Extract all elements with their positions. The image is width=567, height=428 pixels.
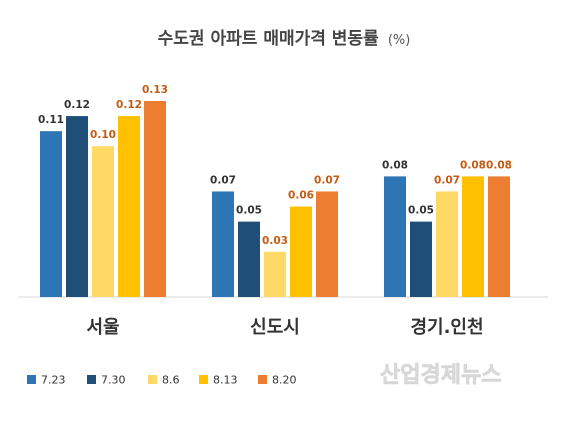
value-label-서울-7.30: 0.12 [64,99,90,111]
legend-swatch-8.13 [199,375,208,384]
chart-title-text: 수도권 아파트 매매가격 변동률 [158,29,379,49]
bar-신도시-7.23 [212,191,234,297]
bar-경기.인천-8.6 [436,191,458,297]
category-label-1: 신도시 [250,317,300,338]
bar-경기.인천-7.23 [384,176,406,297]
value-label-서울-8.20: 0.13 [142,84,168,96]
category-label-0: 서울 [86,317,119,338]
value-label-신도시-7.30: 0.05 [236,205,262,217]
value-label-서울-7.23: 0.11 [38,114,64,126]
legend-label-8.20: 8.20 [272,374,297,387]
value-label-신도시-7.23: 0.07 [210,174,236,186]
value-label-신도시-8.20: 0.07 [314,174,340,186]
legend-label-8.6: 8.6 [162,374,180,387]
value-label-서울-8.13: 0.12 [116,99,142,111]
legend-label-8.13: 8.13 [213,374,238,387]
legend-swatch-8.20 [258,375,267,384]
chart-title: 수도권 아파트 매매가격 변동률 (%) [158,29,411,49]
legend-swatch-7.23 [27,375,36,384]
value-label-경기.인천-8.20: 0.08 [486,159,512,171]
value-labels: 0.110.120.100.120.130.070.050.030.060.07… [38,84,512,247]
value-label-신도시-8.6: 0.03 [262,235,288,247]
legend: 7.23 7.30 8.6 8.13 8.20 [27,374,297,387]
chart-title-unit: (%) [388,33,411,48]
bar-서울-8.13 [118,116,140,297]
bar-서울-8.6 [92,146,114,297]
bar-서울-7.23 [40,131,62,297]
category-label-2: 경기.인천 [410,317,483,338]
legend-swatch-7.30 [87,375,96,384]
value-label-경기.인천-8.13: 0.08 [460,159,486,171]
bar-경기.인천-7.30 [410,221,432,297]
value-label-경기.인천-7.23: 0.08 [382,159,408,171]
value-label-경기.인천-7.30: 0.05 [408,205,434,217]
bar-신도시-7.30 [238,221,260,297]
bar-group [40,101,510,297]
legend-swatch-8.6 [148,375,157,384]
value-label-서울-8.6: 0.10 [90,129,116,141]
bar-경기.인천-8.13 [462,176,484,297]
watermark: 산업경제뉴스 [380,363,501,388]
legend-label-7.30: 7.30 [101,374,126,387]
bar-신도시-8.6 [264,251,286,297]
bar-서울-8.20 [144,101,166,297]
bar-신도시-8.13 [290,206,312,297]
category-labels: 서울 신도시 경기.인천 [86,317,483,338]
legend-label-7.23: 7.23 [41,374,66,387]
bar-서울-7.30 [66,116,88,297]
value-label-신도시-8.13: 0.06 [288,190,314,202]
bar-경기.인천-8.20 [488,176,510,297]
value-label-경기.인천-8.6: 0.07 [434,174,460,186]
bar-신도시-8.20 [316,191,338,297]
